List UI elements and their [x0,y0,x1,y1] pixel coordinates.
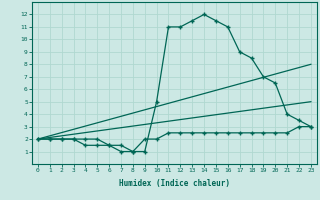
X-axis label: Humidex (Indice chaleur): Humidex (Indice chaleur) [119,179,230,188]
